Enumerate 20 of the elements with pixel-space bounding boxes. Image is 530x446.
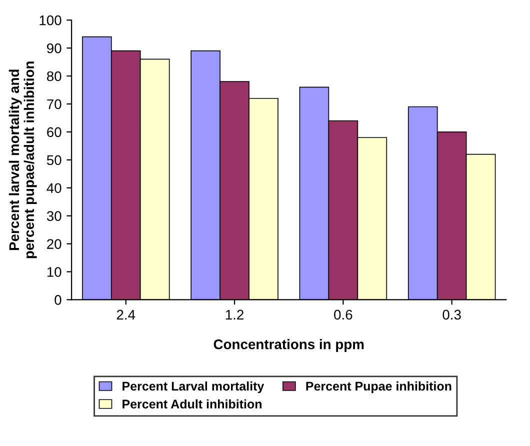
x-axis-title: Concentrations in ppm	[214, 339, 364, 352]
x-tick-label: 0.6	[334, 310, 352, 320]
y-tick-label: 40	[46, 183, 62, 194]
y-tick-label: 70	[47, 99, 62, 110]
y-tick-label: 10	[47, 267, 62, 277]
legend-label: Percent Pupae inhibition	[306, 381, 452, 394]
x-tick-label: 1.2	[226, 310, 244, 320]
y-tick-label: 20	[47, 239, 62, 249]
y-tick-label: 60	[47, 127, 62, 138]
x-tick-label: 0.3	[442, 310, 461, 320]
y-tick-label: 50	[46, 155, 62, 166]
y-tick-label: 100	[40, 15, 62, 26]
legend-label: Percent Adult inhibition	[122, 399, 262, 409]
x-tick-label: 2.4	[116, 310, 136, 320]
y-tick-label: 0	[54, 295, 62, 305]
y-tick-label: 90	[47, 43, 62, 54]
y-axis-title: Percent larval mortality and percent pupae/adult inhibition	[8, 62, 37, 258]
y-tick-label: 80	[46, 71, 62, 82]
y-tick-label: 30	[46, 211, 62, 221]
legend-label: Percent Larval mortality	[122, 381, 264, 394]
